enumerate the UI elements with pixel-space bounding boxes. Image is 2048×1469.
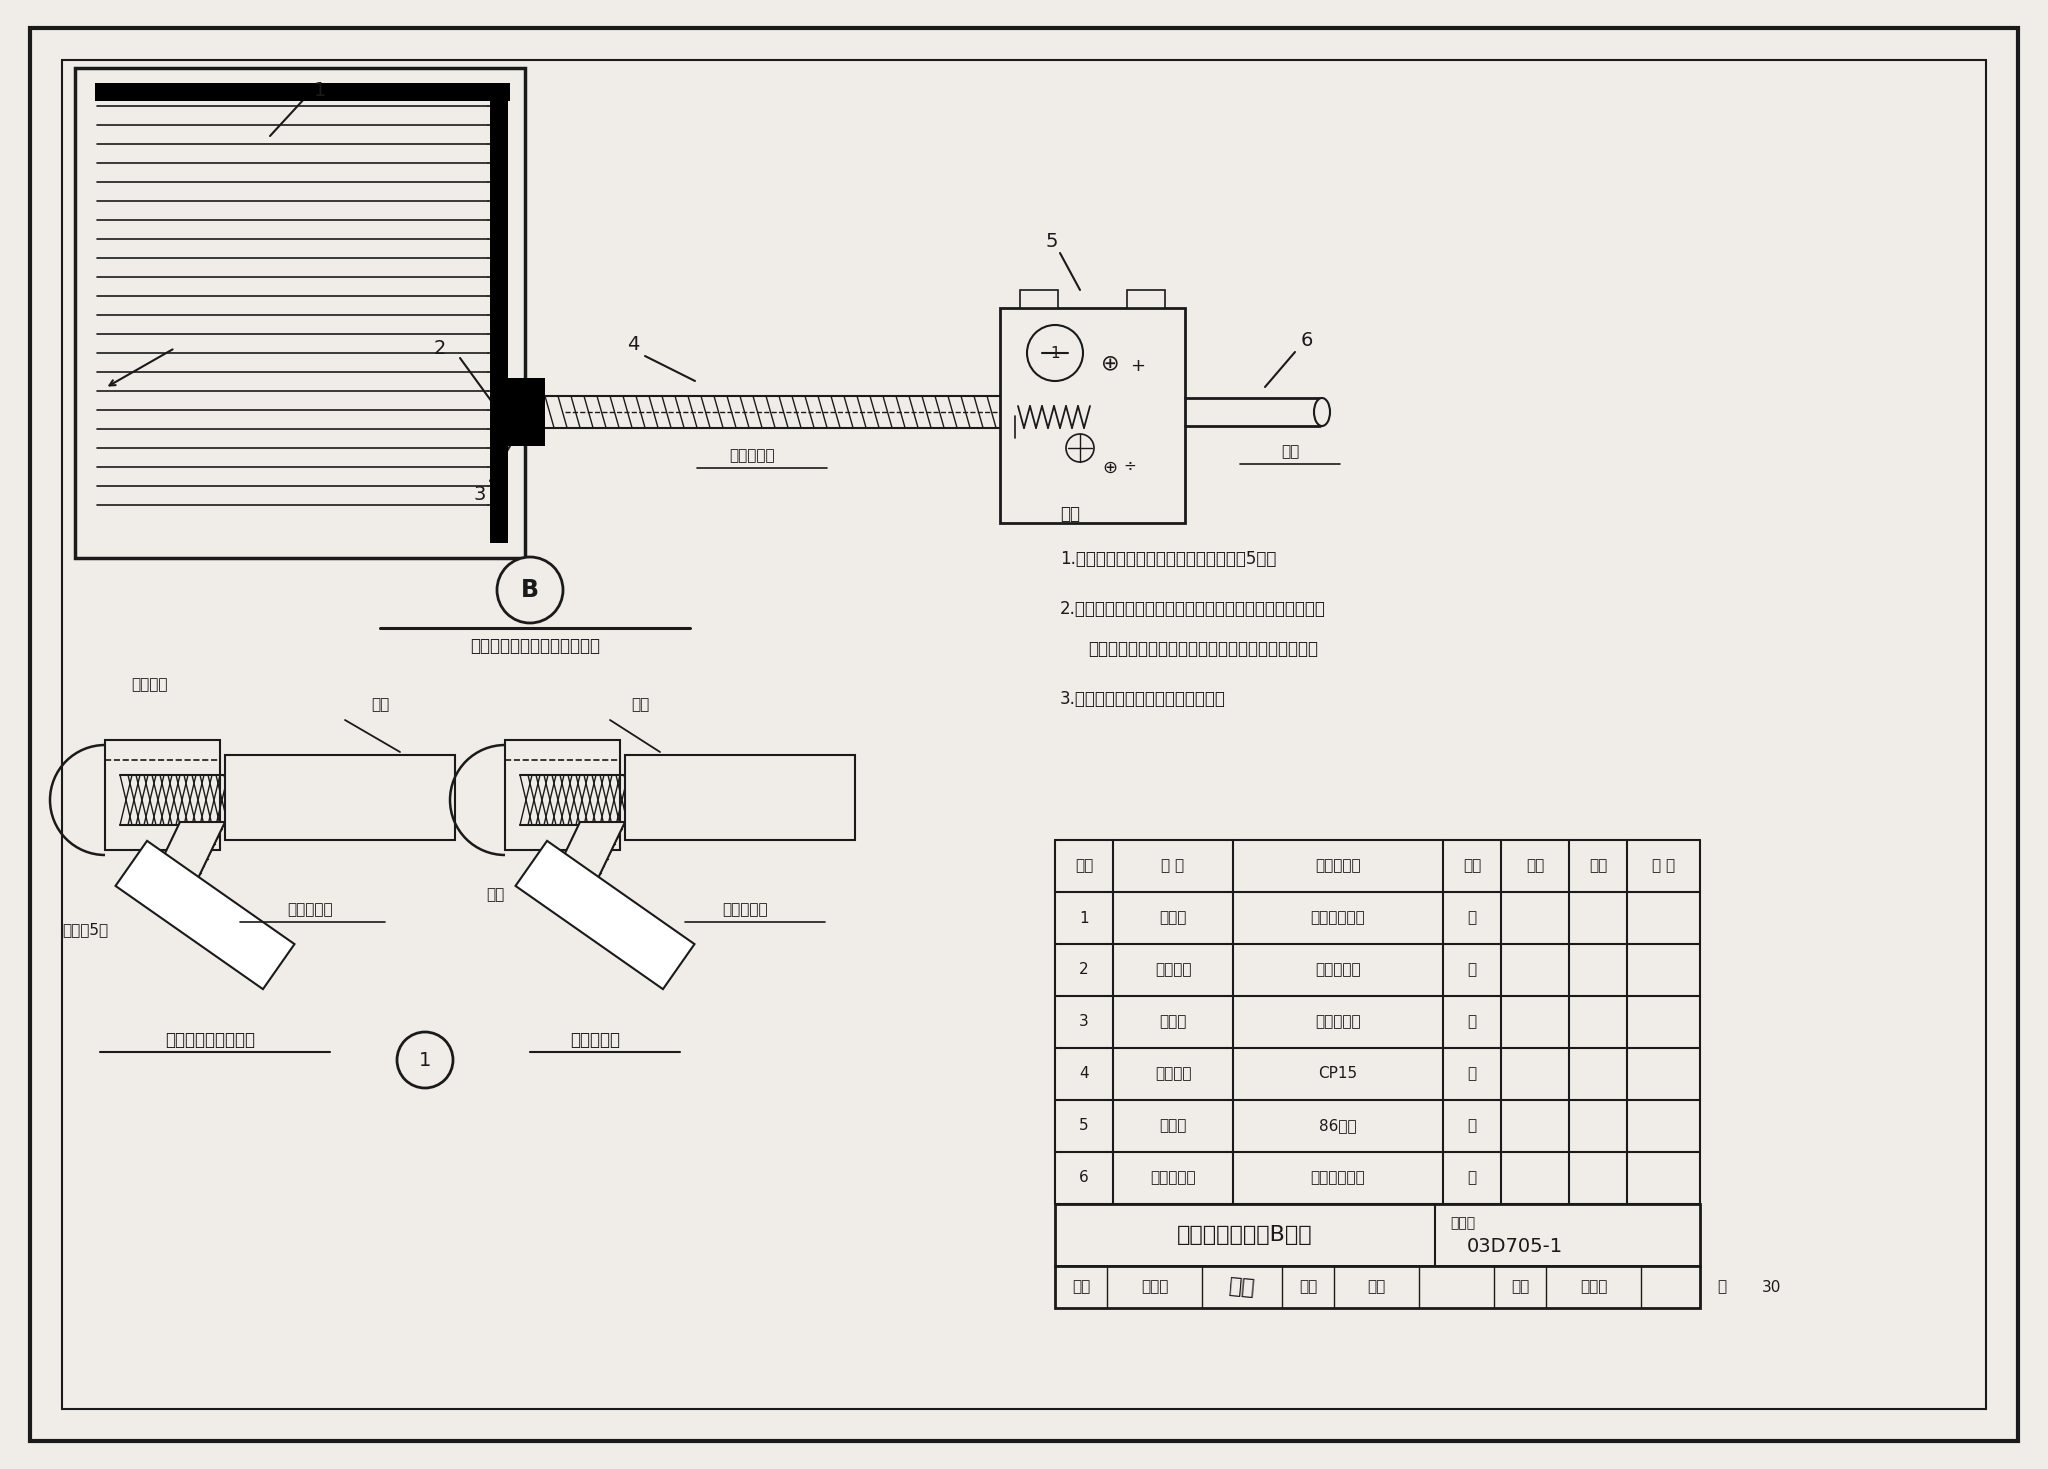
Bar [1055,1266,1700,1307]
Text: 个: 个 [1468,1015,1477,1030]
Bar [489,378,545,447]
Text: 见工程设计图: 见工程设计图 [1311,911,1366,925]
Polygon shape [516,840,694,989]
Text: 名 称: 名 称 [1161,858,1184,874]
Text: 3: 3 [1079,1015,1090,1030]
Text: 1: 1 [418,1050,432,1069]
Bar [94,84,510,101]
Text: 2: 2 [434,338,446,357]
Text: 李林: 李林 [1229,1277,1255,1299]
Text: 审核: 审核 [1071,1279,1090,1294]
Text: B: B [520,577,539,602]
Text: 电热膜: 电热膜 [1159,911,1186,925]
Text: ⊕: ⊕ [1102,458,1118,477]
Text: CP15: CP15 [1319,1066,1358,1081]
Text: 接线盒: 接线盒 [1159,1118,1186,1134]
Bar [76,68,524,558]
Text: ÷: ÷ [1124,458,1137,473]
Text: 电热膜配套: 电热膜配套 [1315,1015,1360,1030]
Bar [104,740,219,851]
Text: 电热膜引线: 电热膜引线 [287,902,334,918]
Text: 不少于5匣: 不少于5匣 [61,923,109,937]
Text: 引线接头: 引线接头 [1155,962,1192,977]
Text: 软导线与硬导线连接: 软导线与硬导线连接 [166,1031,256,1049]
Text: 个: 个 [1468,1118,1477,1134]
Polygon shape [545,823,625,895]
Text: 焊锡层要完整、光滑，应密实无漏洞，不可有毛刺。: 焊锡层要完整、光滑，应密实无漏洞，不可有毛刺。 [1087,640,1319,658]
Text: 5: 5 [1079,1118,1090,1134]
Polygon shape [115,840,295,989]
Text: 片: 片 [1468,911,1477,925]
Text: 见工程设计图: 见工程设计图 [1311,1171,1366,1185]
Circle shape [1026,325,1083,380]
Text: 电热膜引线保护管安装放大图: 电热膜引线保护管安装放大图 [469,638,600,655]
Text: 4: 4 [627,335,639,354]
Text: 3: 3 [473,485,485,504]
Text: 30: 30 [1761,1279,1782,1294]
Text: 2.绞接后的导线要进行搪锡处理，搪锡时要使用中性焊剂，: 2.绞接后的导线要进行搪锡处理，搪锡时要使用中性焊剂， [1061,599,1325,618]
Text: 校对: 校对 [1298,1279,1317,1294]
Text: 2: 2 [1079,962,1090,977]
Text: 注：: 注： [1061,505,1079,523]
Text: 图集号: 图集号 [1450,1216,1475,1230]
Text: 3.电热膜的引线接头出厂前已完成。: 3.电热膜的引线接头出厂前已完成。 [1061,690,1227,708]
Text: 设计: 设计 [1511,1279,1530,1294]
Text: 4: 4 [1079,1066,1090,1081]
Text: 6: 6 [1300,331,1313,350]
Polygon shape [145,823,225,895]
Text: 米: 米 [1468,1171,1477,1185]
Text: 备 注: 备 注 [1653,858,1675,874]
Circle shape [1067,433,1094,461]
Text: 金属保护管: 金属保护管 [1151,1171,1196,1185]
Text: 5: 5 [1047,232,1059,251]
Text: ⊕: ⊕ [1100,353,1120,373]
Text: +: + [1130,357,1145,375]
Text: 1: 1 [313,81,326,100]
Text: 86系列: 86系列 [1319,1118,1358,1134]
Text: 导线: 导线 [371,698,389,712]
Bar [1020,289,1059,308]
Text: 页: 页 [1718,1279,1726,1294]
Text: 6: 6 [1079,1171,1090,1185]
Bar [999,308,1186,523]
Text: 李道本: 李道本 [1141,1279,1167,1294]
Text: 1.导线连接使用绞接法，绞接长度不少于5匣。: 1.导线连接使用绞接法，绞接长度不少于5匣。 [1061,549,1276,569]
Text: 1: 1 [1051,345,1059,360]
Text: 1: 1 [1079,911,1090,925]
Text: 折回夹簧: 折回夹簧 [131,677,168,692]
Text: 单位: 单位 [1462,858,1481,874]
Text: 导线: 导线 [631,698,649,712]
Text: 编号: 编号 [1075,858,1094,874]
Text: 个: 个 [1468,962,1477,977]
Bar [625,755,854,840]
Text: 数量: 数量 [1526,858,1544,874]
Text: 电热膜配套: 电热膜配套 [1315,962,1360,977]
Text: 电热膜安装节点B详图: 电热膜安装节点B详图 [1178,1225,1313,1246]
Circle shape [397,1033,453,1089]
Text: 导线: 导线 [1280,445,1298,460]
Bar [489,84,508,544]
Text: 孙兰: 孙兰 [1368,1279,1386,1294]
Bar [1055,1205,1700,1266]
Text: 米: 米 [1468,1066,1477,1081]
Text: 搪锡示意图: 搪锡示意图 [569,1031,621,1049]
Text: 电热膜引线: 电热膜引线 [729,448,774,464]
Text: 护口套: 护口套 [1159,1015,1186,1030]
Bar [506,740,621,851]
Text: 03D705-1: 03D705-1 [1466,1237,1563,1256]
Text: 型号及规格: 型号及规格 [1315,858,1360,874]
Ellipse shape [1315,398,1329,426]
Bar [225,755,455,840]
Text: 页次: 页次 [1589,858,1608,874]
Bar [1126,289,1165,308]
Text: 搪锡: 搪锡 [485,887,504,902]
Text: 金属软管: 金属软管 [1155,1066,1192,1081]
Circle shape [498,557,563,623]
Text: 电热膜引线: 电热膜引线 [723,902,768,918]
Text: 张丽娟: 张丽娟 [1579,1279,1608,1294]
